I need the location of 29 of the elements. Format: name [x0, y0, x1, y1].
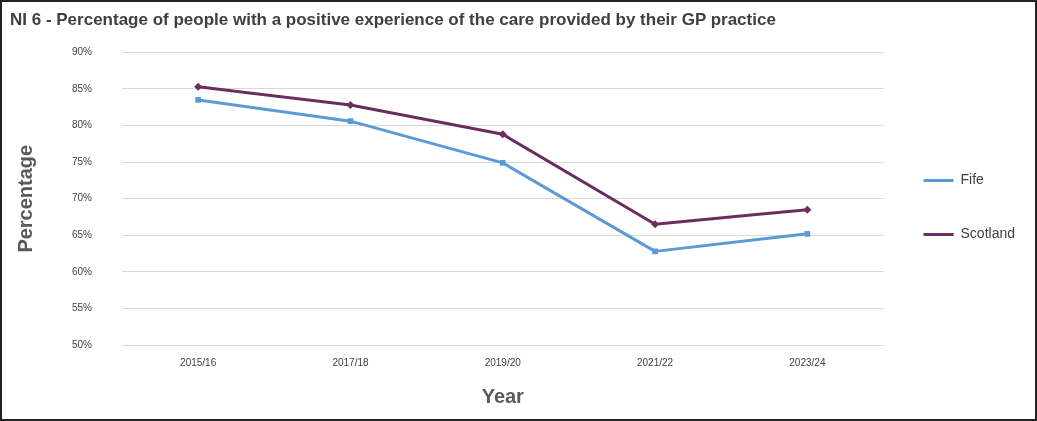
point: [651, 220, 660, 229]
y-axis-title: Percentage: [13, 144, 36, 253]
point: [499, 160, 506, 166]
point: [804, 230, 811, 237]
y-tick-label: 70%: [72, 192, 93, 204]
x-tick-label: 2021/22: [636, 356, 674, 368]
y-tick-label: 65%: [72, 229, 93, 241]
x-tick-label: 2017/18: [332, 356, 369, 368]
y-tick-label: 80%: [72, 119, 93, 131]
x-tick-label: 2015/16: [180, 356, 217, 368]
point: [346, 101, 355, 110]
y-tick-label: 55%: [72, 302, 93, 314]
y-tick-label: 85%: [72, 82, 93, 94]
point: [498, 130, 507, 139]
y-tick-label: 60%: [72, 265, 93, 277]
legend-label: Scotland: [960, 225, 1015, 242]
x-axis-title: Year: [481, 384, 525, 407]
point: [195, 97, 201, 103]
point: [194, 82, 203, 91]
x-tick-label: 2019/20: [484, 356, 522, 368]
y-tick-label: 50%: [72, 338, 93, 350]
point: [803, 205, 812, 214]
y-tick-label: 90%: [72, 46, 93, 58]
y-tick-label: 75%: [72, 155, 93, 167]
point: [652, 248, 658, 255]
x-tick-label: 2023/24: [789, 356, 826, 368]
point: [347, 118, 354, 124]
legend-label: Fife: [960, 171, 985, 188]
chart-title: NI 6 - Percentage of people with a positive experience of the care provided by their GP practice: [10, 9, 776, 29]
